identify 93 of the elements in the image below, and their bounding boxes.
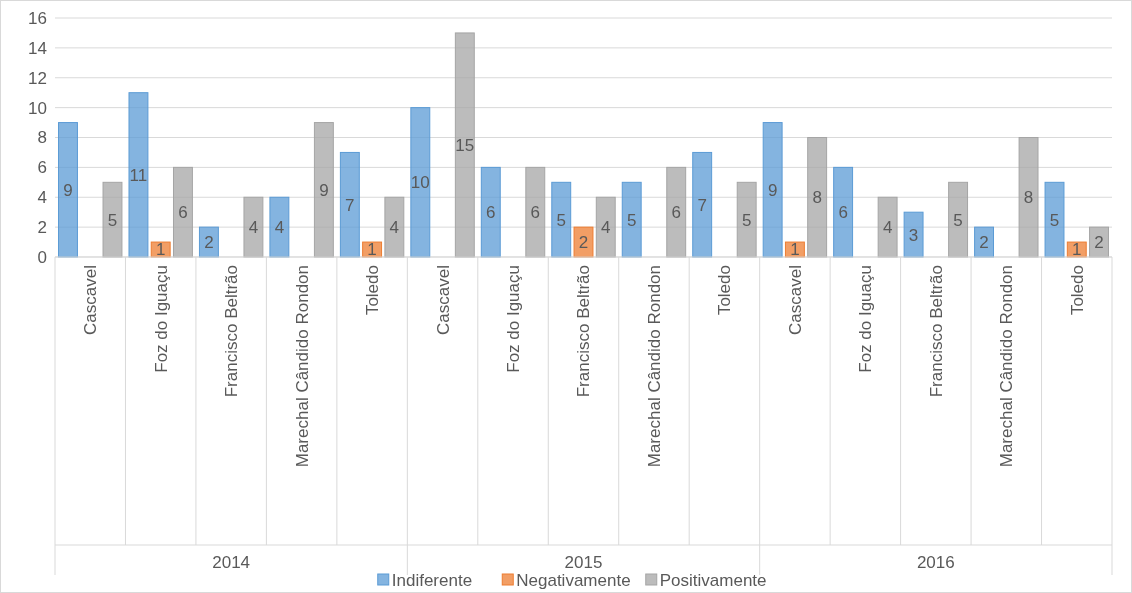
x-tick-label: Toledo [363, 265, 383, 316]
bar [762, 122, 783, 258]
data-label: 4 [274, 218, 285, 238]
data-label: 2 [578, 233, 589, 253]
x-tick-label: Toledo [1067, 265, 1087, 316]
x-tick-label: Francisco Beltrão [926, 265, 946, 398]
text: 2016 [916, 552, 955, 572]
data-label: 8 [812, 188, 822, 208]
bar [269, 196, 290, 258]
data-label: 6 [486, 203, 496, 223]
data-label: 6 [838, 203, 848, 223]
data-label: 9 [63, 180, 73, 200]
x-tick-label: Francisco Beltrão [574, 265, 594, 398]
data-label: 6 [671, 203, 681, 223]
x-tick-label: Foz do Iguaçu [503, 265, 523, 373]
data-label: 9 [319, 180, 329, 200]
y-tick-label: 14 [28, 38, 47, 58]
data-label: 1 [1072, 240, 1082, 260]
bar [339, 151, 360, 258]
data-label: 3 [908, 225, 919, 245]
bar [573, 226, 594, 258]
data-label: 2 [1094, 233, 1104, 253]
data-label: 5 [953, 210, 963, 230]
bar [102, 181, 123, 258]
data-label: 5 [1049, 210, 1060, 230]
x-tick-label: Cascavel [785, 265, 805, 335]
data-label: 5 [556, 210, 566, 230]
bar [877, 196, 898, 258]
data-label: 2 [979, 233, 989, 253]
data-label: 4 [601, 218, 611, 238]
bar [948, 181, 969, 258]
data-label: 8 [1023, 188, 1034, 208]
data-label: 7 [697, 195, 707, 215]
bar [833, 166, 854, 258]
bar [621, 181, 642, 258]
legend-label: Negativamente [516, 570, 631, 590]
bar [903, 211, 924, 258]
data-label: 1 [790, 240, 800, 260]
data-label: 4 [389, 218, 400, 238]
text: 2015 [564, 552, 603, 572]
x-tick-label: Marechal Cândido Rondon [997, 265, 1017, 468]
x-tick-label: Cascavel [81, 265, 101, 335]
bar [595, 196, 616, 258]
data-label: 5 [107, 210, 118, 230]
bar [807, 137, 828, 258]
data-label: 1 [155, 240, 166, 260]
bar [1044, 181, 1065, 258]
legend-label: Indiferente [391, 570, 473, 590]
y-tick-label: 12 [28, 68, 47, 88]
x-tick-label: Foz do Iguaçu [151, 265, 171, 373]
data-label: 9 [767, 180, 778, 200]
legend-label: Positivamente [659, 570, 767, 590]
y-tick-label: 8 [37, 128, 47, 148]
bar [551, 181, 572, 258]
bar [454, 32, 475, 258]
bar [313, 122, 334, 258]
bar [384, 196, 405, 258]
data-label: 5 [741, 210, 752, 230]
x-tick-label: Marechal Cândido Rondon [292, 265, 312, 468]
y-tick-label: 2 [37, 218, 47, 238]
data-label: 4 [248, 218, 259, 238]
bar [525, 166, 546, 258]
data-label: 15 [455, 135, 475, 155]
data-label: 4 [882, 218, 893, 238]
data-label: 7 [345, 195, 355, 215]
bar [480, 166, 501, 258]
x-tick-label: Cascavel [433, 265, 453, 335]
bar [173, 166, 193, 258]
x-tick-label: Foz do Iguaçu [856, 265, 876, 373]
data-label: 6 [530, 203, 541, 223]
data-label: 5 [626, 210, 637, 230]
data-label: 6 [178, 203, 188, 223]
data-label: 11 [129, 165, 148, 185]
y-tick-label: 6 [37, 158, 47, 178]
y-tick-label: 16 [28, 8, 47, 28]
text: 2014 [212, 552, 251, 572]
x-tick-label: Francisco Beltrão [222, 265, 242, 398]
bar [58, 122, 78, 258]
bar [128, 92, 149, 258]
bar [692, 151, 713, 258]
data-label: 2 [204, 233, 214, 253]
data-label: 10 [410, 173, 430, 193]
data-label: 1 [367, 240, 377, 260]
x-tick-label: Marechal Cândido Rondon [644, 265, 664, 468]
y-tick-label: 4 [37, 188, 47, 208]
bar [1018, 137, 1039, 258]
x-tick-label: Toledo [715, 265, 735, 316]
bar [736, 181, 757, 258]
bar [666, 166, 687, 258]
bar [243, 196, 264, 258]
y-tick-label: 10 [28, 98, 47, 118]
y-tick-label: 0 [37, 247, 47, 267]
bar [410, 107, 431, 258]
